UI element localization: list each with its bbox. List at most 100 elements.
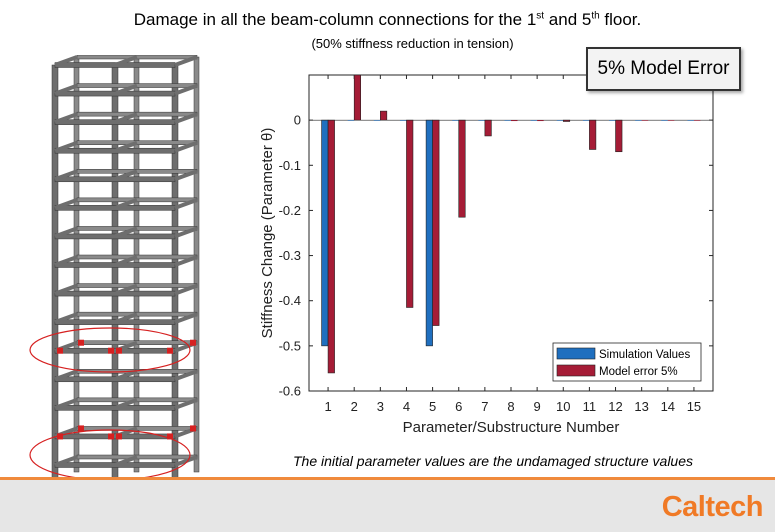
bar-model-error-3 [380, 110, 388, 121]
x-tick-label: 11 [583, 399, 597, 414]
side-beam [174, 83, 198, 96]
bar-model-error-1 [327, 119, 335, 374]
side-beam [114, 255, 138, 267]
x-tick-label: 6 [455, 399, 462, 414]
front-column [111, 64, 119, 481]
y-tick-label: -0.5 [279, 338, 301, 353]
damaged-connection-marker [78, 339, 84, 346]
damaged-connection-marker [116, 347, 122, 354]
front-column [171, 64, 179, 481]
side-beam [114, 83, 138, 96]
x-axis-label: Parameter/Substructure Number [403, 419, 620, 436]
bar-simulation-11 [582, 120, 590, 121]
bars [321, 74, 701, 374]
model-error-callout: 5% Model Error [586, 47, 741, 91]
highlight-floor-5-ellipse [29, 327, 191, 373]
side-beam [114, 55, 138, 67]
y-axis-label: Stiffness Change (Parameter θ) [259, 128, 276, 339]
side-beam [174, 255, 198, 267]
bar-simulation-2 [347, 120, 355, 121]
damaged-connection-marker [57, 433, 63, 440]
side-beam [54, 140, 78, 153]
side-beam [174, 55, 198, 67]
side-beam [114, 397, 138, 410]
x-tick-label: 15 [687, 399, 701, 414]
bar-simulation-6 [452, 120, 459, 121]
legend-swatch-simulation [556, 347, 596, 360]
legend: Simulation Values Model error 5% [552, 342, 702, 382]
bar-model-error-4 [406, 119, 414, 308]
bar-model-error-5 [432, 119, 440, 326]
damaged-connection-marker [108, 347, 114, 354]
x-tick-label: 1 [324, 399, 331, 414]
x-tick-label: 3 [377, 399, 384, 414]
bar-simulation-13 [635, 120, 642, 121]
side-beam [174, 197, 198, 210]
side-beam [54, 169, 78, 182]
bar-model-error-9 [537, 120, 544, 122]
bar-simulation-14 [661, 120, 668, 121]
bar-simulation-7 [478, 120, 485, 121]
side-beam [174, 455, 198, 467]
side-beam [174, 397, 198, 410]
bar-simulation-5 [425, 119, 433, 347]
side-beam [114, 140, 138, 153]
side-beam [54, 255, 78, 267]
slide-title: Damage in all the beam-column connection… [133, 10, 642, 29]
side-beam [114, 283, 138, 296]
damaged-connection-marker [167, 347, 173, 354]
side-beam [114, 169, 138, 182]
damaged-connection-marker [78, 425, 84, 432]
bar-simulation-8 [504, 120, 511, 121]
side-beam [114, 455, 138, 467]
bar-model-error-6 [458, 119, 466, 218]
y-tick-label: -0.1 [279, 158, 301, 173]
legend-label-model-error: Model error 5% [599, 366, 678, 378]
bar-model-error-13 [641, 120, 649, 121]
side-beam [54, 455, 78, 467]
legend-label-simulation: Simulation Values [599, 349, 690, 361]
side-beam [174, 283, 198, 296]
bar-simulation-3 [373, 120, 381, 121]
footer-accent-line [0, 477, 775, 480]
bar-model-error-11 [589, 119, 597, 150]
bar-model-error-14 [667, 120, 675, 121]
side-beam [54, 283, 78, 296]
side-beam [114, 226, 138, 239]
x-tick-label: 4 [403, 399, 410, 414]
bar-model-error-12 [615, 119, 623, 153]
plot-area [308, 74, 714, 392]
bar-simulation-4 [399, 120, 407, 121]
side-beam [54, 397, 78, 410]
damaged-connection-marker [116, 433, 122, 440]
x-tick-label: 14 [661, 399, 675, 414]
x-tick-label: 9 [534, 399, 541, 414]
side-beam [114, 369, 138, 382]
frame-structure [49, 55, 200, 514]
y-tick-label: -0.6 [279, 384, 301, 399]
building-model-illustration [29, 55, 200, 514]
side-beam [174, 140, 198, 153]
x-axis-ticks: 1 2 3 4 5 6 7 8 9 10 11 12 13 14 15 [309, 75, 713, 414]
bar-model-error-7 [484, 119, 492, 137]
bar-simulation-10 [556, 120, 564, 121]
side-beam [54, 369, 78, 382]
x-tick-label: 2 [351, 399, 358, 414]
bar-model-error-2 [353, 74, 361, 121]
x-tick-label: 12 [608, 399, 622, 414]
bar-model-error-15 [693, 120, 701, 121]
bar-model-error-8 [511, 120, 518, 122]
side-beam [174, 226, 198, 239]
front-column [51, 64, 59, 481]
y-tick-label: -0.3 [279, 248, 301, 263]
x-tick-label: 13 [634, 399, 648, 414]
x-tick-label: 8 [507, 399, 514, 414]
side-beam [54, 112, 78, 125]
bar-simulation-1 [321, 119, 329, 347]
side-beam [174, 169, 198, 182]
x-tick-label: 7 [481, 399, 488, 414]
legend-swatch-model-error [556, 364, 596, 377]
x-tick-label: 10 [556, 399, 570, 414]
back-column [193, 56, 200, 473]
footer-band [0, 480, 775, 532]
